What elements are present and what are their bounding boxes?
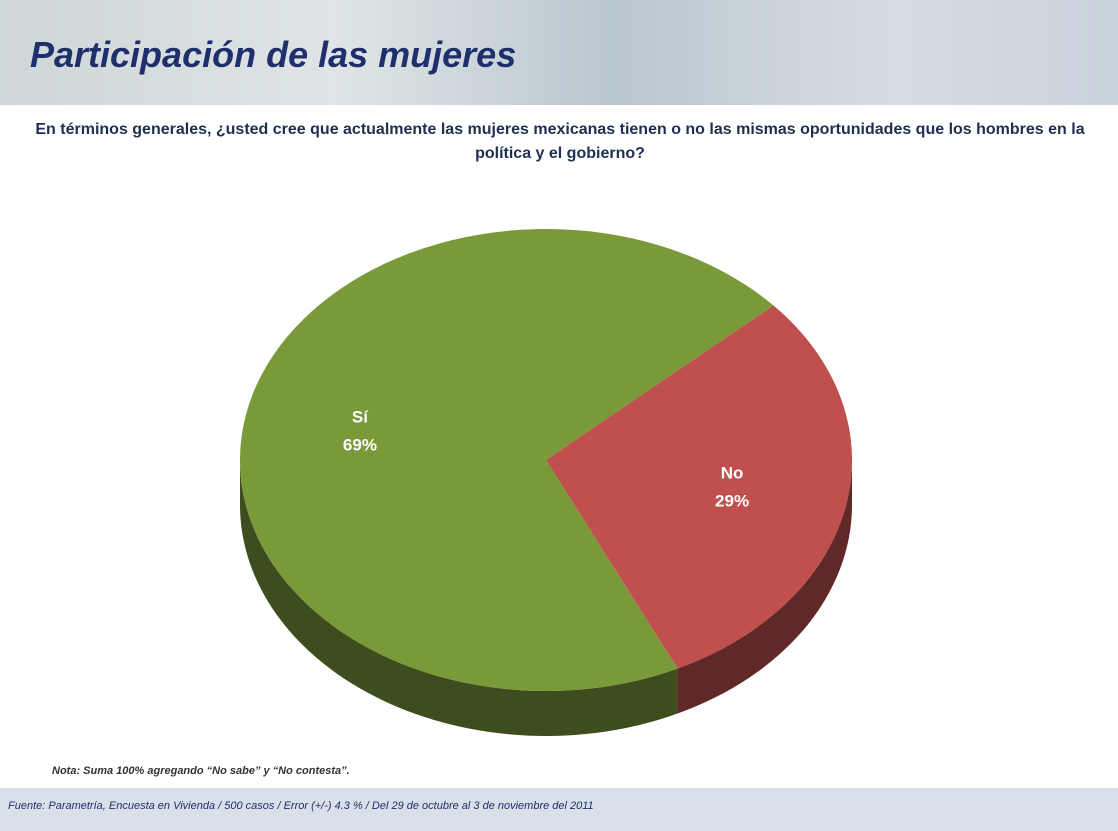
footer: Fuente: Parametría, Encuesta en Vivienda… [0,788,1118,831]
slice-label: Sí [352,408,369,427]
slide: Participación de las mujeres En términos… [0,0,1118,831]
value-label: 69% [343,436,377,455]
source: Fuente: Parametría, Encuesta en Vivienda… [8,800,594,812]
note: Nota: Suma 100% agregando “No sabe” y “N… [52,765,350,777]
pie-chart: Sí 69% No 29% [0,0,1118,760]
slice-label: No [721,463,744,482]
value-label: 29% [715,491,749,510]
